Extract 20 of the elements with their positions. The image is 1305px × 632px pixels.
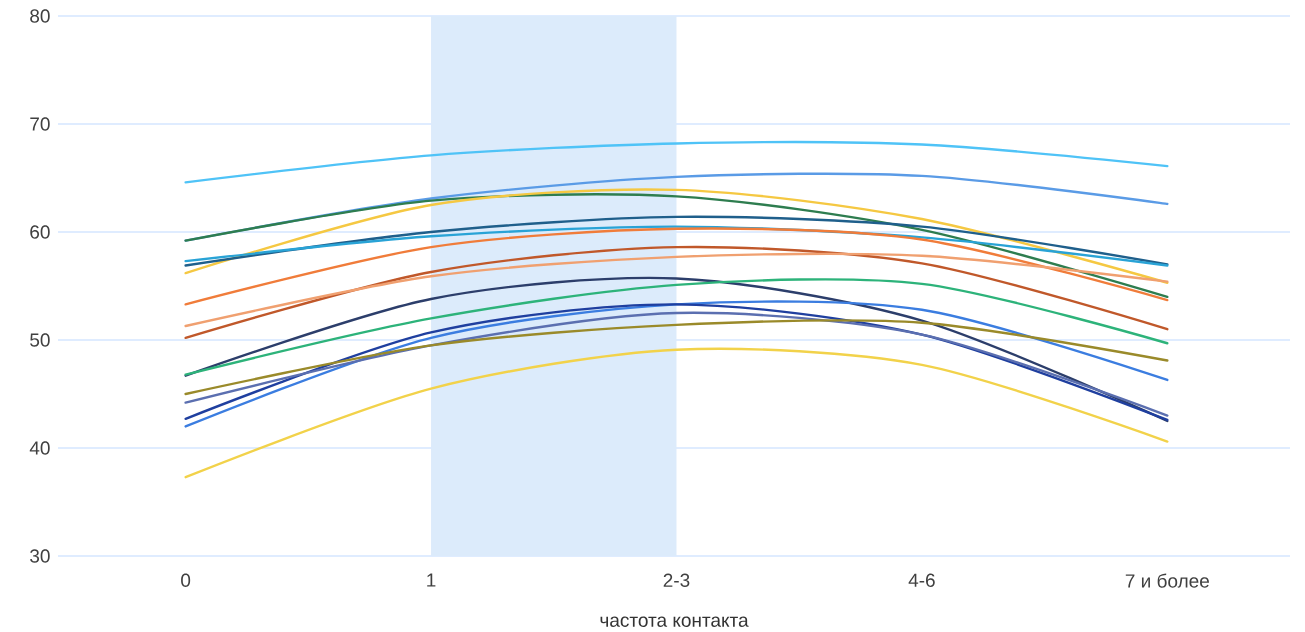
line-series: [184, 188, 1169, 284]
line-series: [184, 276, 1169, 423]
y-tick-label: 40: [29, 441, 50, 455]
line-series: [184, 347, 1169, 479]
line-series: [184, 215, 1169, 267]
y-tick-label: 30: [30, 549, 50, 563]
y-tick-label: 50: [30, 333, 50, 347]
line-series: [184, 245, 1169, 340]
y-tick-label: 60: [30, 225, 50, 239]
line-series: [184, 227, 1169, 306]
x-tick-label: 7 и более: [1125, 573, 1209, 588]
x-tick-label: 1: [427, 573, 436, 587]
line-series: [184, 225, 1169, 267]
y-tick-label: 80: [30, 9, 50, 23]
y-tick-label: 70: [30, 117, 50, 131]
x-tick-label: 0: [181, 573, 191, 587]
x-axis-title: частота контакта: [600, 616, 749, 627]
line-series: [184, 141, 1169, 184]
x-tick-label: 4-6: [908, 573, 935, 587]
x-tick-label: 2-3: [663, 573, 690, 587]
